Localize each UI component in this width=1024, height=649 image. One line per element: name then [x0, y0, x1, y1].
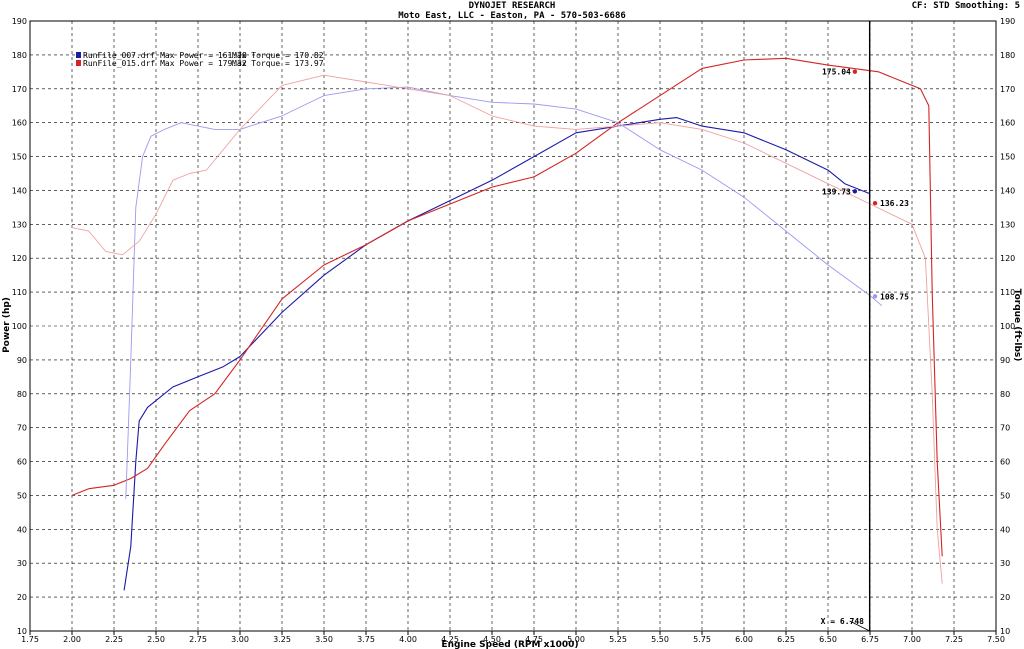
y-left-tick-label: 90: [17, 356, 27, 365]
x-tick-label: 5.25: [609, 635, 627, 644]
y-right-tick-label: 110: [1000, 288, 1015, 297]
y-left-tick-label: 160: [12, 119, 27, 128]
y-right-tick-label: 10: [1000, 627, 1010, 636]
x-tick-label: 2.50: [147, 635, 165, 644]
y-left-tick-label: 60: [17, 458, 27, 467]
annotation-marker: [852, 189, 858, 194]
x-tick-label: 3.25: [273, 635, 291, 644]
y-right-tick-label: 180: [1000, 51, 1015, 60]
tick-layer: 1.75 2.00 2.25 2.50 2.75 3.00 3.25 3.50 3.75 4.00…: [12, 17, 1016, 644]
y-left-tick-label: 120: [12, 254, 27, 263]
y-left-tick-label: 130: [12, 220, 27, 229]
legend-torque-label: Max Torque = 170.82: [232, 51, 324, 60]
y-right-tick-label: 130: [1000, 220, 1015, 229]
y-left-tick-label: 110: [12, 288, 27, 297]
x-tick-label: 6.00: [735, 635, 753, 644]
x-tick-label: 3.00: [231, 635, 249, 644]
annotation-marker: [872, 294, 878, 299]
x-tick-label: 7.00: [903, 635, 921, 644]
x-axis-label: Engine Speed (RPM x1000): [441, 640, 578, 649]
header-subtitle: Moto East, LLC - Easton, PA - 570-503-66…: [398, 11, 626, 21]
annotation-label: 108.75: [880, 292, 909, 301]
x-tick-label: 4.25: [441, 635, 459, 644]
cursor-pointer: [849, 620, 870, 632]
x-tick-label: 2.00: [63, 635, 81, 644]
y-right-tick-label: 80: [1000, 390, 1010, 399]
y-left-tick-label: 40: [17, 525, 27, 534]
y-right-tick-label: 190: [1000, 17, 1015, 26]
x-tick-label: 3.50: [315, 635, 333, 644]
y-right-tick-label: 150: [1000, 153, 1015, 162]
y-right-tick-label: 100: [1000, 322, 1015, 331]
y-left-tick-label: 80: [17, 390, 27, 399]
annotation-layer: 175.04 139.73 136.23 108.75: [822, 68, 909, 302]
y-right-tick-label: 60: [1000, 458, 1010, 467]
x-tick-label: 7.25: [945, 635, 963, 644]
legend-swatch: [76, 52, 81, 58]
x-tick-label: 4.75: [525, 635, 543, 644]
y-left-tick-label: 50: [17, 491, 27, 500]
annotation-label: 175.04: [822, 68, 851, 77]
series-layer: [71, 21, 943, 632]
y-axis-right-label: Torque (ft-lbs): [1012, 289, 1022, 362]
y-left-tick-label: 100: [12, 322, 27, 331]
header-settings: CF: STD Smoothing: 5: [911, 1, 1020, 11]
x-tick-label: 6.50: [819, 635, 837, 644]
x-tick-label: 6.75: [861, 635, 879, 644]
x-tick-label: 5.75: [693, 635, 711, 644]
legend-swatch: [76, 60, 81, 66]
run015-power-line: [71, 57, 943, 557]
legend-torque-label: Max Torque = 173.97: [232, 59, 324, 68]
x-tick-label: 6.25: [777, 635, 795, 644]
legend-file-label: RunFile_015.drf Max Power = 179.32: [83, 59, 247, 68]
cursor-readout: X = 6.748: [821, 617, 865, 626]
y-left-tick-label: 170: [12, 85, 27, 94]
y-left-tick-label: 30: [17, 559, 27, 568]
y-right-tick-label: 140: [1000, 186, 1015, 195]
y-left-tick-label: 70: [17, 424, 27, 433]
y-right-tick-label: 120: [1000, 254, 1015, 263]
x-tick-label: 2.25: [105, 635, 123, 644]
y-left-tick-label: 140: [12, 186, 27, 195]
run007-torque-line: [125, 86, 883, 499]
legend-file-label: RunFile_007.drf Max Power = 161.78: [83, 51, 247, 60]
y-left-tick-label: 20: [17, 593, 27, 602]
y-right-tick-label: 30: [1000, 559, 1010, 568]
y-left-tick-label: 190: [12, 17, 27, 26]
y-right-tick-label: 40: [1000, 525, 1010, 534]
y-right-tick-label: 70: [1000, 424, 1010, 433]
y-right-tick-label: 20: [1000, 593, 1010, 602]
y-left-tick-label: 10: [17, 627, 27, 636]
y-right-tick-label: 170: [1000, 85, 1015, 94]
y-right-tick-label: 90: [1000, 356, 1010, 365]
annotation-marker: [872, 201, 878, 206]
y-right-tick-label: 50: [1000, 491, 1010, 500]
x-tick-label: 2.75: [189, 635, 207, 644]
x-tick-label: 7.50: [987, 635, 1005, 644]
y-left-tick-label: 150: [12, 153, 27, 162]
x-tick-label: 4.00: [399, 635, 417, 644]
x-tick-label: 4.50: [483, 635, 501, 644]
y-right-tick-label: 160: [1000, 119, 1015, 128]
x-tick-label: 1.75: [21, 635, 39, 644]
x-tick-label: 5.00: [567, 635, 585, 644]
grid-layer: [29, 20, 997, 635]
run007-power-line: [123, 117, 871, 591]
annotation-marker: [852, 69, 858, 74]
y-left-tick-label: 180: [12, 51, 27, 60]
header-title: DYNOJET RESEARCH: [468, 1, 556, 11]
annotation-label: 139.73: [822, 187, 851, 196]
x-tick-label: 3.75: [357, 635, 375, 644]
y-axis-left-label: Power (hp): [2, 297, 12, 353]
x-tick-label: 5.50: [651, 635, 669, 644]
annotation-label: 136.23: [880, 199, 909, 208]
run015-torque-line: [71, 74, 943, 584]
